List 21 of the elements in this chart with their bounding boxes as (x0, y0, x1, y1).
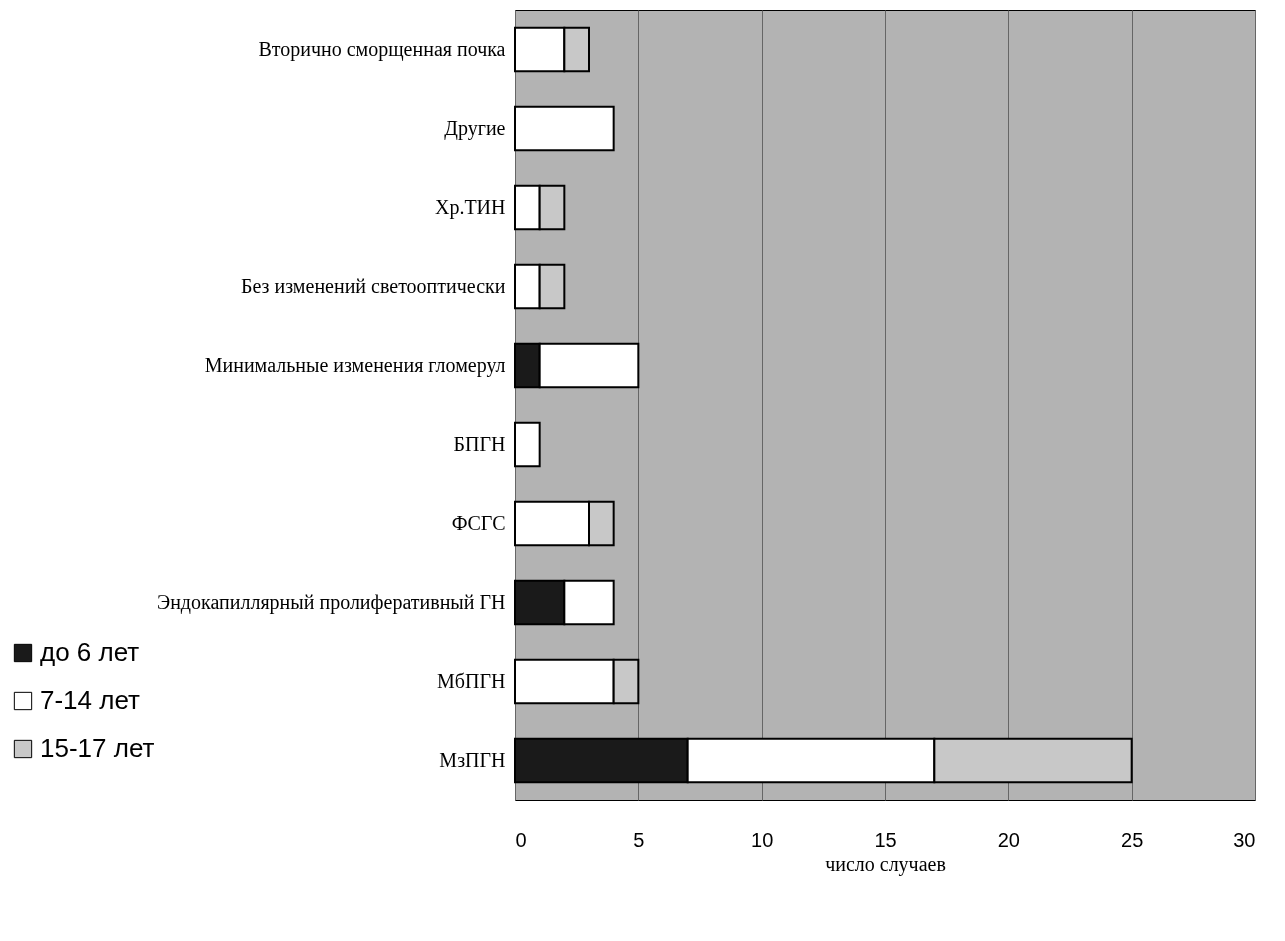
y-tick-label: МзПГН (439, 748, 506, 771)
y-tick-label: МбПГН (437, 669, 506, 692)
y-tick-label: Без изменений светооптически (241, 274, 506, 297)
y-tick-label: Хр.ТИН (434, 195, 506, 219)
x-tick-label: 0 (515, 828, 527, 851)
x-axis-title: число случаев (825, 852, 946, 876)
x-tick-label: 10 (751, 828, 774, 851)
x-tick-label: 30 (1233, 828, 1256, 851)
y-tick-label: Минимальные изменения гломерул (204, 353, 506, 377)
y-tick-label: Вторично сморщенная почка (258, 37, 506, 61)
x-tick-label: 15 (874, 828, 897, 851)
x-tick-label: 20 (997, 828, 1020, 851)
legend-label: 7-14 лет (40, 685, 141, 715)
x-tick-label: 5 (633, 828, 645, 851)
y-tick-label: Эндокапиллярный пролиферативный ГН (156, 590, 506, 614)
x-tick-label: 25 (1121, 828, 1144, 851)
legend-label: до 6 лет (40, 637, 140, 667)
y-tick-label: БПГН (453, 432, 506, 455)
legend-label: 15-17 лет (40, 733, 155, 763)
y-tick-label: Другие (444, 116, 506, 140)
y-tick-label: ФСГС (451, 511, 506, 534)
